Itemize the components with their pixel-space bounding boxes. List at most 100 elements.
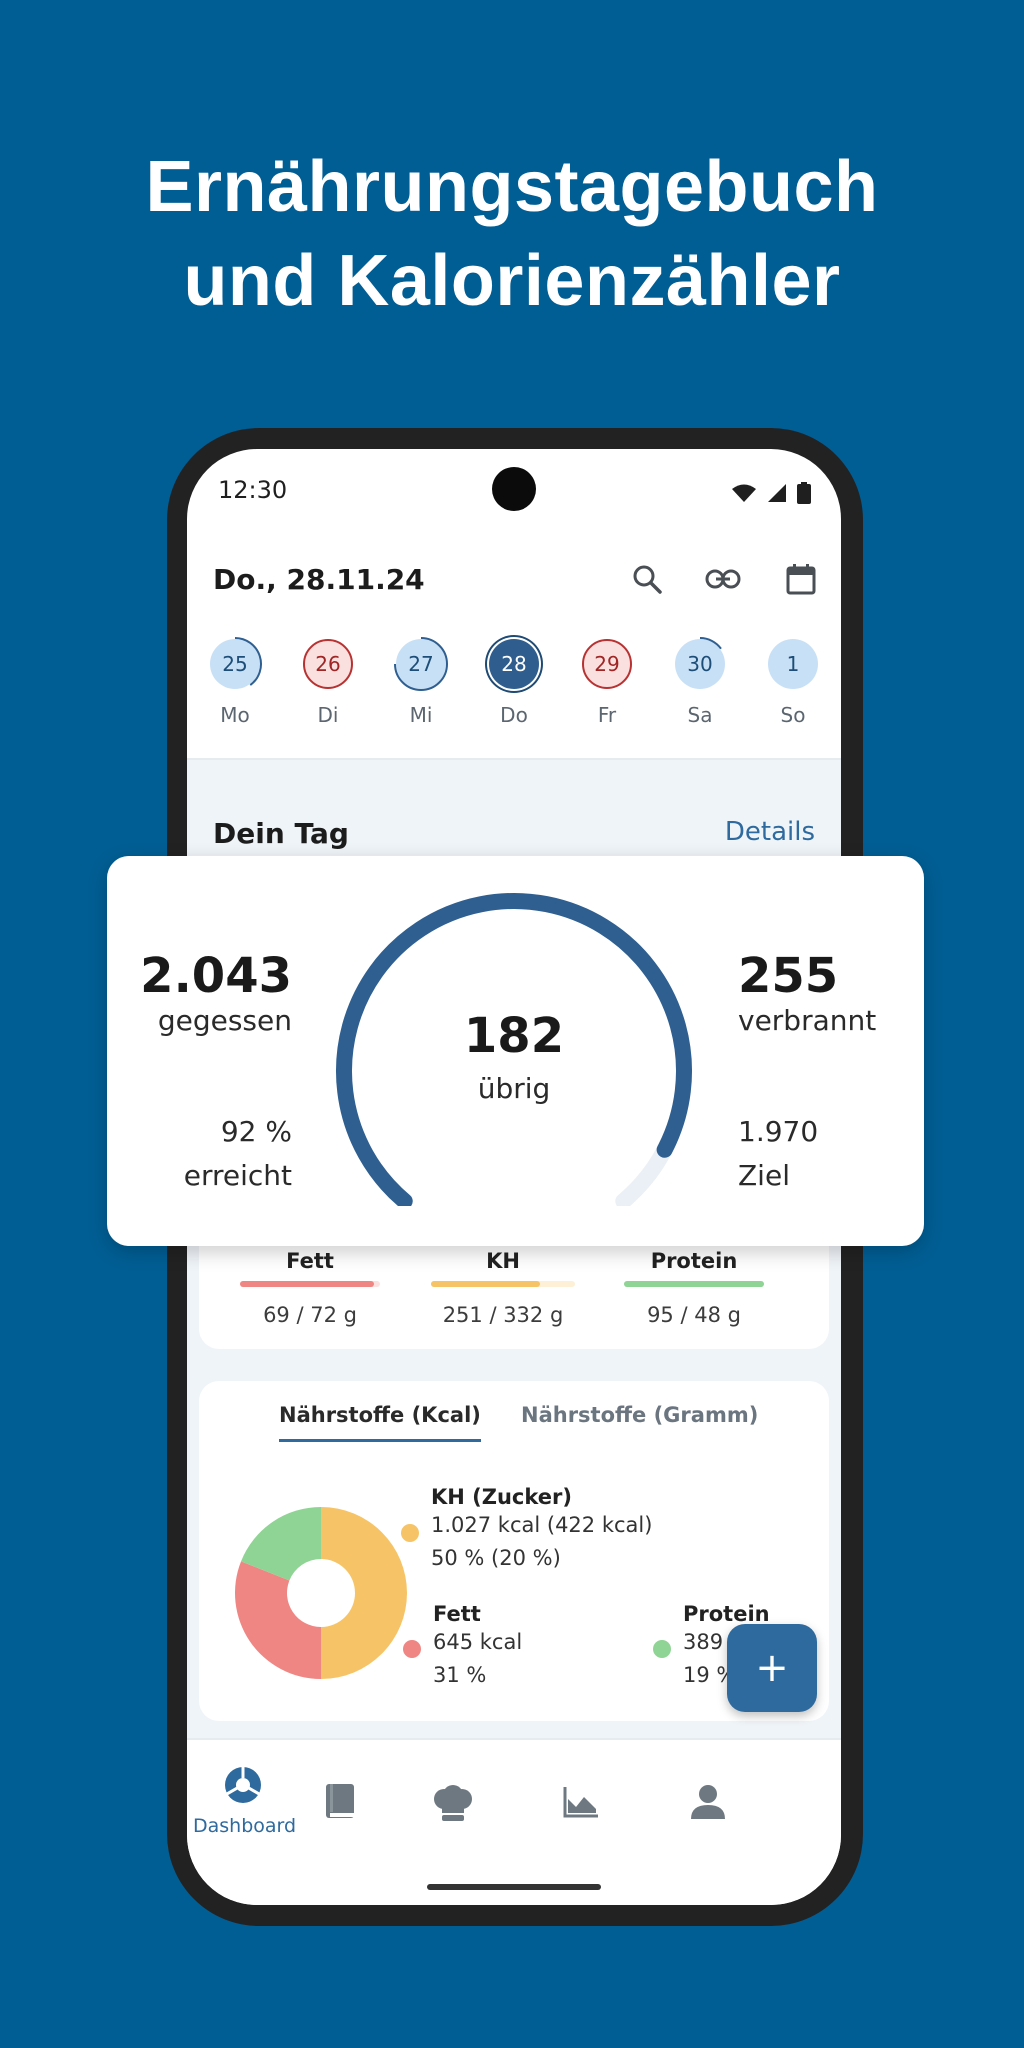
macro-fett: Fett 69 / 72 g — [235, 1249, 385, 1327]
goal-value: 1.970 — [738, 1115, 819, 1148]
day-name: Mo — [220, 703, 250, 727]
legend-kh-pct: 50 % (20 %) — [431, 1546, 561, 1570]
calorie-gauge — [336, 893, 692, 1206]
current-date: Do., 28.11.24 — [213, 563, 425, 596]
remaining-label: übrig — [477, 1072, 551, 1105]
day-mo[interactable]: 25 Mo — [195, 637, 275, 727]
day-mi[interactable]: 27 Mi — [381, 637, 461, 727]
nav-profile[interactable] — [658, 1783, 758, 1825]
macro-bar — [240, 1281, 380, 1287]
legend-fett-title: Fett — [433, 1602, 481, 1626]
macro-bar-fill — [240, 1281, 375, 1287]
day-number: 26 — [315, 652, 341, 676]
day-fr[interactable]: 29 Fr — [567, 639, 647, 727]
gauge-fill — [336, 893, 692, 1206]
day-circle: 26 — [303, 639, 353, 689]
burned-value: 255 — [738, 948, 839, 1004]
signal-icon — [767, 483, 787, 507]
remaining-value: 182 — [463, 1008, 565, 1064]
reached-label: erreicht — [183, 1159, 292, 1192]
status-icons — [731, 482, 811, 508]
legend-dot-protein — [653, 1640, 671, 1658]
legend-kh-title: KH (Zucker) — [431, 1485, 572, 1509]
day-progress-ring — [234, 637, 262, 686]
wifi-icon — [731, 483, 757, 507]
macro-bar — [431, 1281, 575, 1287]
add-entry-button[interactable]: + — [727, 1624, 817, 1712]
eaten-value: 2.043 — [140, 948, 292, 1004]
status-time: 12:30 — [218, 476, 288, 504]
burned-label: verbrannt — [738, 1004, 877, 1037]
chart-icon — [562, 1787, 600, 1823]
day-name: So — [780, 703, 806, 727]
calendar-icon[interactable] — [781, 559, 821, 599]
nav-statistics[interactable] — [531, 1785, 631, 1823]
section-title: Dein Tag — [213, 817, 349, 850]
week-strip: 25 Mo 26 Di 27 Mi 28 Do 29 Fr 30 Sa 1 So — [187, 637, 841, 743]
legend-kh-kcal: 1.027 kcal (422 kcal) — [431, 1513, 653, 1537]
headline-line-1: Ernährungstagebuch — [145, 147, 879, 227]
battery-icon — [797, 482, 811, 508]
bottom-navigation — [187, 1740, 841, 1905]
macro-label: Protein — [650, 1249, 738, 1273]
nav-dashboard[interactable]: Dashboard — [193, 1765, 297, 1837]
day-name: Mi — [409, 703, 433, 727]
donut-slice-protein — [241, 1507, 321, 1581]
day-progress-ring — [699, 637, 722, 650]
day-progress-ring — [394, 637, 448, 691]
nutrients-donut-chart — [234, 1507, 407, 1679]
day-summary-card: 2.043 gegessen 92 % erreicht 182 übrig 2… — [107, 856, 924, 1246]
day-name: Fr — [597, 703, 617, 727]
tab-nutrients-gram[interactable]: Nährstoffe (Gramm) — [521, 1403, 759, 1427]
details-link[interactable]: Details — [724, 817, 815, 847]
day-sa[interactable]: 30 Sa — [660, 637, 740, 727]
legend-fett-pct: 31 % — [433, 1663, 487, 1687]
headline: Ernährungstagebuch und Kalorienzähler — [0, 140, 1024, 328]
day-so[interactable]: 1 So — [753, 639, 833, 727]
day-name: Sa — [687, 703, 713, 727]
macro-bar-fill — [431, 1281, 541, 1287]
day-progress-arc — [394, 637, 448, 691]
legend-protein-kcal: 389 — [683, 1630, 724, 1654]
day-number: 27 — [408, 652, 434, 676]
macro-label: KH — [486, 1249, 520, 1273]
divider — [187, 758, 841, 760]
eaten-label: gegessen — [157, 1004, 292, 1037]
search-icon[interactable] — [627, 559, 667, 599]
legend-protein-title: Protein — [683, 1602, 770, 1626]
legend-dot-kh — [401, 1524, 419, 1542]
macro-label: Fett — [286, 1249, 334, 1273]
headline-line-2: und Kalorienzähler — [183, 241, 841, 321]
link-icon[interactable] — [703, 559, 743, 599]
nav-diary[interactable] — [290, 1783, 390, 1825]
person-icon — [690, 1785, 726, 1825]
donut-slice-fett — [234, 1561, 321, 1679]
macro-value: 95 / 48 g — [647, 1303, 741, 1327]
macro-bar-fill — [624, 1281, 764, 1287]
goal-label: Ziel — [738, 1159, 790, 1192]
chef-hat-icon — [432, 1785, 474, 1827]
macro-protein: Protein 95 / 48 g — [619, 1249, 769, 1327]
divider — [187, 1738, 841, 1740]
macro-bar — [624, 1281, 764, 1287]
day-do[interactable]: 28 Do — [474, 639, 554, 727]
day-name: Di — [317, 703, 339, 727]
day-number: 1 — [786, 652, 800, 676]
day-di[interactable]: 26 Di — [288, 639, 368, 727]
day-progress-arc — [234, 637, 262, 686]
day-number: 30 — [687, 652, 713, 676]
book-icon — [324, 1784, 356, 1825]
day-circle: 25 — [210, 637, 262, 689]
camera-cutout — [492, 467, 536, 511]
day-circle: 29 — [582, 639, 632, 689]
legend-dot-fett — [403, 1640, 421, 1658]
nav-recipes[interactable] — [403, 1785, 503, 1827]
macro-kh: KH 251 / 332 g — [428, 1249, 578, 1327]
macro-value: 251 / 332 g — [442, 1303, 564, 1327]
nav-dashboard-label: Dashboard — [193, 1815, 297, 1837]
day-number: 29 — [594, 652, 620, 676]
dashboard-icon — [223, 1767, 263, 1809]
tab-nutrients-kcal[interactable]: Nährstoffe (Kcal) — [279, 1403, 481, 1442]
macro-value: 69 / 72 g — [263, 1303, 357, 1327]
day-circle: 28 — [489, 639, 539, 689]
